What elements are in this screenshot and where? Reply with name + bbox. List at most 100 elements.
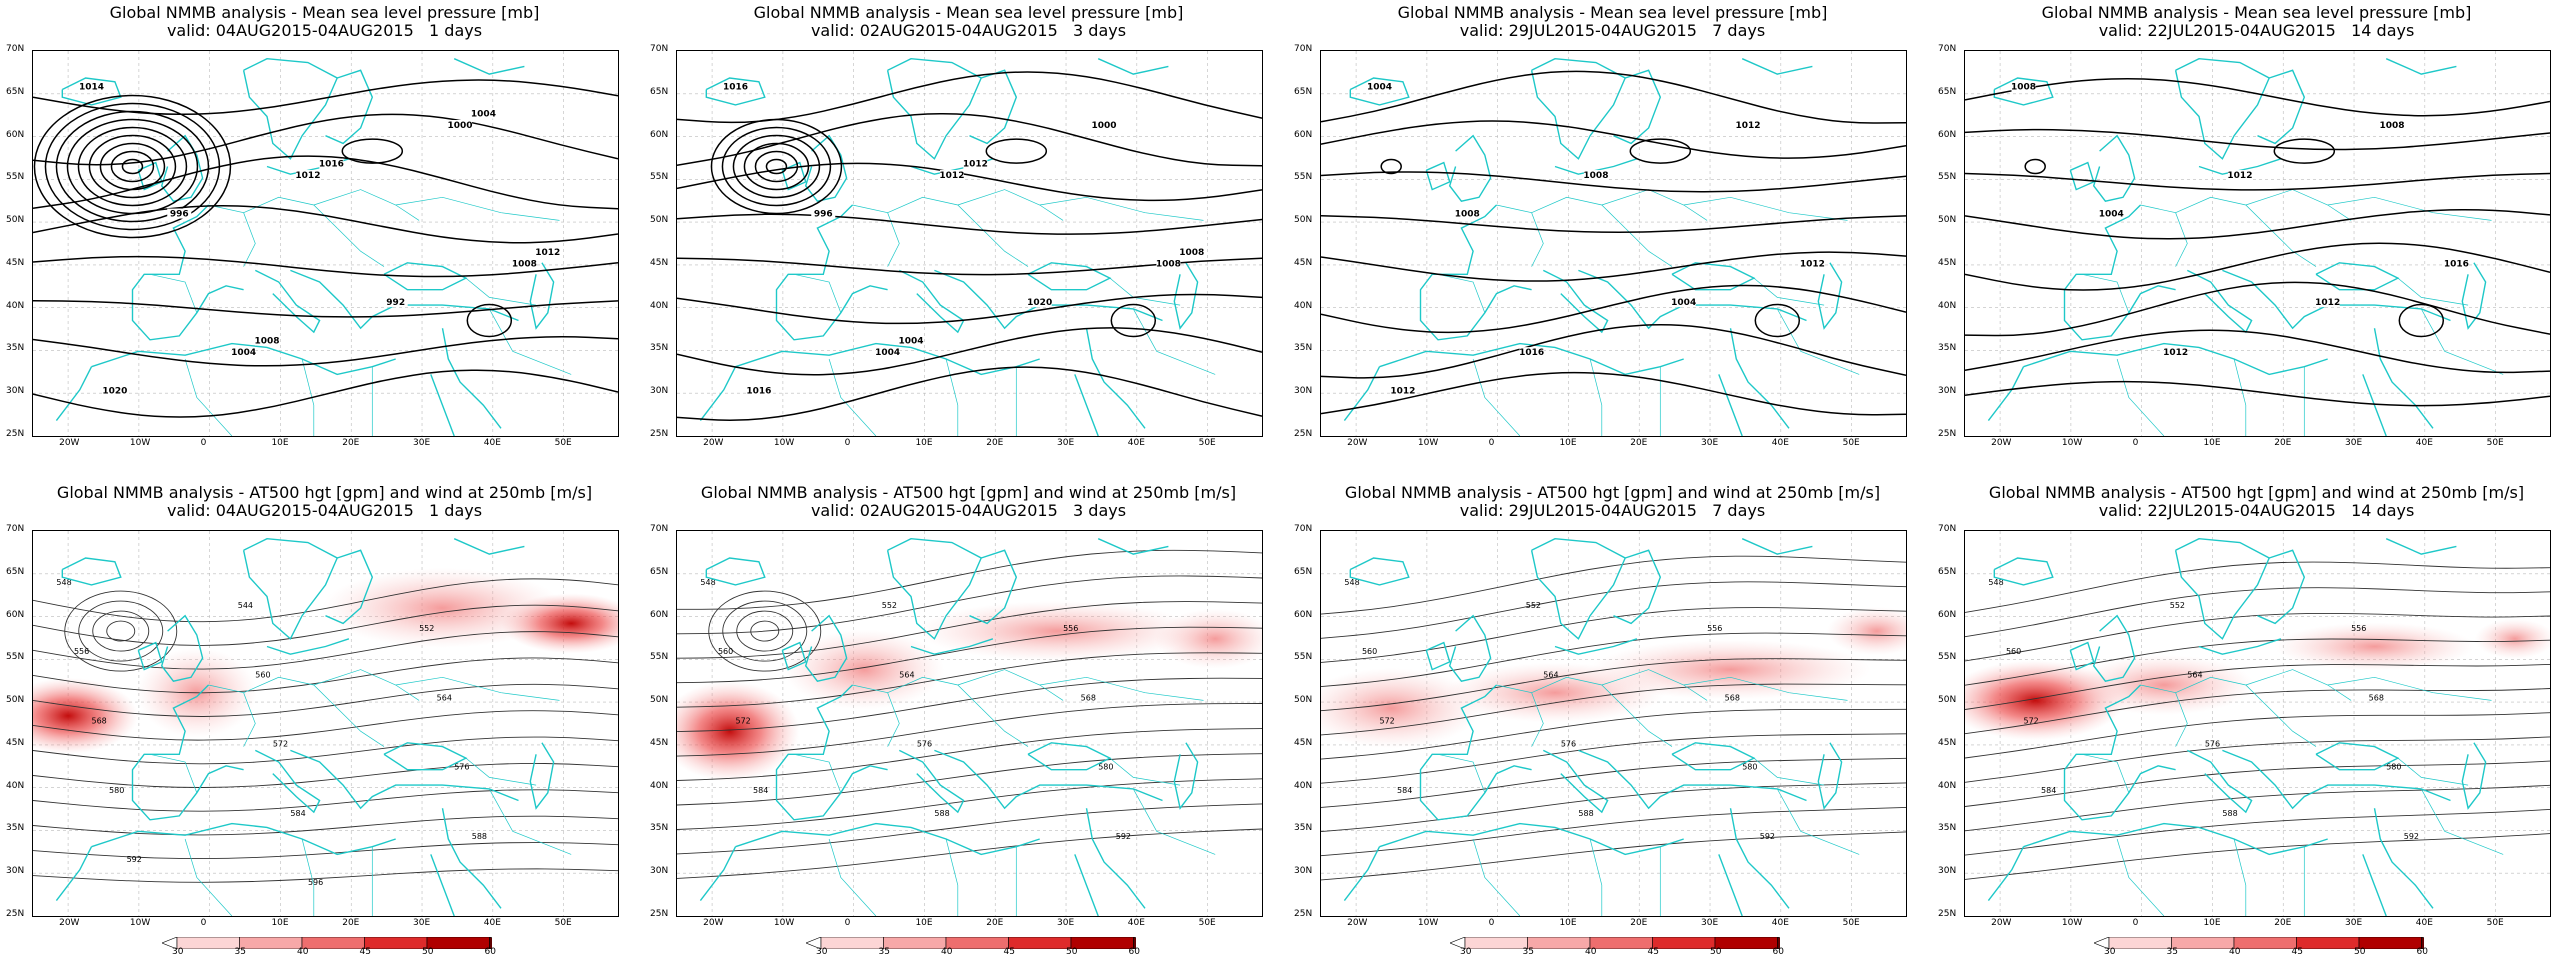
lat-tick-label: 25N	[6, 909, 25, 919]
isobar-label: 1008	[1179, 248, 1204, 258]
lon-tick-label: 10W	[129, 918, 151, 928]
colorbar-tick-label: 45	[1003, 947, 1015, 957]
contour-label-bg	[295, 170, 320, 181]
contour-label-bg	[723, 81, 748, 92]
colorbar-swatch	[2358, 936, 2422, 950]
country-borders	[2081, 189, 2504, 436]
height-contours	[1321, 555, 1906, 881]
lat-tick-label: 30N	[6, 386, 25, 397]
lat-tick-label: 55N	[1938, 652, 1957, 663]
colorbar-swatch	[426, 936, 490, 950]
colorbar-tick-label: 35	[878, 947, 890, 957]
lon-tick-label: 10E	[271, 918, 289, 928]
lon-tick-label: 30E	[1057, 918, 1075, 928]
contour-label-bg	[1390, 385, 1415, 396]
isobar-label: 1012	[295, 171, 320, 181]
colorbar-swatch	[820, 936, 884, 950]
colorbar-tick-label: 50	[1066, 947, 1078, 957]
colorbar-swatch	[1527, 936, 1591, 950]
graticule	[1321, 51, 1906, 436]
contour-label: 556	[1707, 624, 1722, 633]
contour-label: 556	[74, 647, 89, 656]
isobar-label: 1004	[231, 348, 256, 358]
colorbar-tick-label: 60	[484, 947, 496, 957]
lat-tick-label: 25N	[650, 429, 669, 439]
lon-tick-label: 10E	[1559, 438, 1577, 448]
lat-tick-label: 45N	[650, 737, 669, 748]
isobar-label: 1012	[1390, 387, 1415, 397]
lon-tick-label: 10E	[915, 918, 933, 928]
lon-tick-label: 10E	[271, 438, 289, 448]
colorbar-swatch	[176, 936, 240, 950]
contour-label: 568	[2369, 693, 2384, 702]
lat-tick-label: 35N	[6, 343, 25, 354]
lat-tick-label: 40N	[650, 780, 669, 791]
contour-label-bg	[2011, 81, 2036, 92]
isobar-label: 996	[814, 210, 833, 220]
lat-tick-label: 60N	[1938, 609, 1957, 620]
coastlines	[1987, 57, 2487, 436]
panel-valid-line: valid: 22JUL2015-04AUG2015 14 days	[2098, 21, 2415, 40]
country-borders	[793, 669, 1216, 916]
panel-valid-line: valid: 29JUL2015-04AUG2015 7 days	[1459, 501, 1766, 520]
lat-tick-label: 55N	[1294, 652, 1313, 663]
lon-tick-label: 10W	[773, 438, 795, 448]
country-borders	[149, 669, 572, 916]
lon-tick-label: 0	[844, 438, 851, 448]
lat-tick-label: 35N	[650, 343, 669, 354]
lon-tick-label: 40E	[1771, 918, 1789, 928]
isobar-label: 1016	[319, 160, 344, 170]
contour-label: 564	[437, 693, 452, 702]
lat-tick-label: 70N	[650, 524, 669, 534]
isobar-label: 1008	[2011, 83, 2036, 93]
colorbar-swatch	[2233, 936, 2297, 950]
lon-tick-label: 20W	[703, 438, 724, 448]
panel-title: Global NMMB analysis - Mean sea level pr…	[656, 4, 1281, 40]
lat-tick-label: 55N	[1938, 172, 1957, 183]
lat-tick-label: 40N	[1294, 300, 1313, 311]
lat-tick-label: 35N	[1294, 343, 1313, 354]
wind-speed-colorbar: 30 35 40 45 50 60	[2093, 934, 2443, 957]
lon-tick-label: 20W	[1347, 438, 1368, 448]
lon-tick-label: 50E	[554, 438, 572, 448]
contour-label: 592	[1116, 832, 1131, 841]
colorbar-swatch	[2296, 936, 2360, 950]
contour-label-bg	[2099, 208, 2124, 219]
isobar-label: 1008	[512, 260, 537, 270]
colorbar-swatch	[883, 936, 947, 950]
map-plot: 1004 1008 1012 1016 1012 1008 1004 1012	[1320, 50, 1907, 437]
panel-title-line1: Global NMMB analysis - Mean sea level pr…	[2041, 3, 2472, 22]
lat-tick-label: 40N	[1938, 300, 1957, 311]
lat-tick-label: 55N	[650, 652, 669, 663]
lon-tick-label: 40E	[1127, 438, 1145, 448]
lat-tick-label: 60N	[1938, 129, 1957, 140]
contour-label: 580	[1098, 763, 1113, 772]
contour-label: 564	[1543, 670, 1558, 679]
lat-tick-label: 30N	[6, 866, 25, 877]
colorbar-tick-label: 30	[1460, 947, 1472, 957]
lon-tick-label: 30E	[1701, 438, 1719, 448]
height-contours	[677, 549, 1262, 879]
coastlines	[699, 537, 1199, 916]
graticule	[1965, 51, 2550, 436]
contour-label-bg	[1671, 297, 1696, 308]
panel-title-line1: Global NMMB analysis - AT500 hgt [gpm] a…	[700, 483, 1237, 502]
lat-tick-label: 25N	[1938, 429, 1957, 439]
colorbar-tick-label: 45	[1647, 947, 1659, 957]
colorbar-swatch	[1714, 936, 1778, 950]
lat-tick-label: 70N	[6, 44, 25, 54]
isobar-label: 1008	[1455, 210, 1480, 220]
lat-tick-label: 65N	[650, 86, 669, 97]
colorbar-swatch	[1008, 936, 1072, 950]
contour-label-bg	[319, 158, 344, 169]
panel-title-line1: Global NMMB analysis - Mean sea level pr…	[109, 3, 540, 22]
contour-label: 584	[753, 786, 768, 795]
contour-label-bg	[102, 385, 127, 396]
height-contours	[33, 578, 618, 883]
lat-tick-label: 45N	[6, 737, 25, 748]
contour-label-bg	[1455, 208, 1480, 219]
isobar-label: 1012	[1800, 260, 1825, 270]
lon-tick-label: 20E	[1630, 918, 1648, 928]
contour-label: 564	[899, 670, 914, 679]
isobar-label: 1004	[898, 337, 923, 347]
